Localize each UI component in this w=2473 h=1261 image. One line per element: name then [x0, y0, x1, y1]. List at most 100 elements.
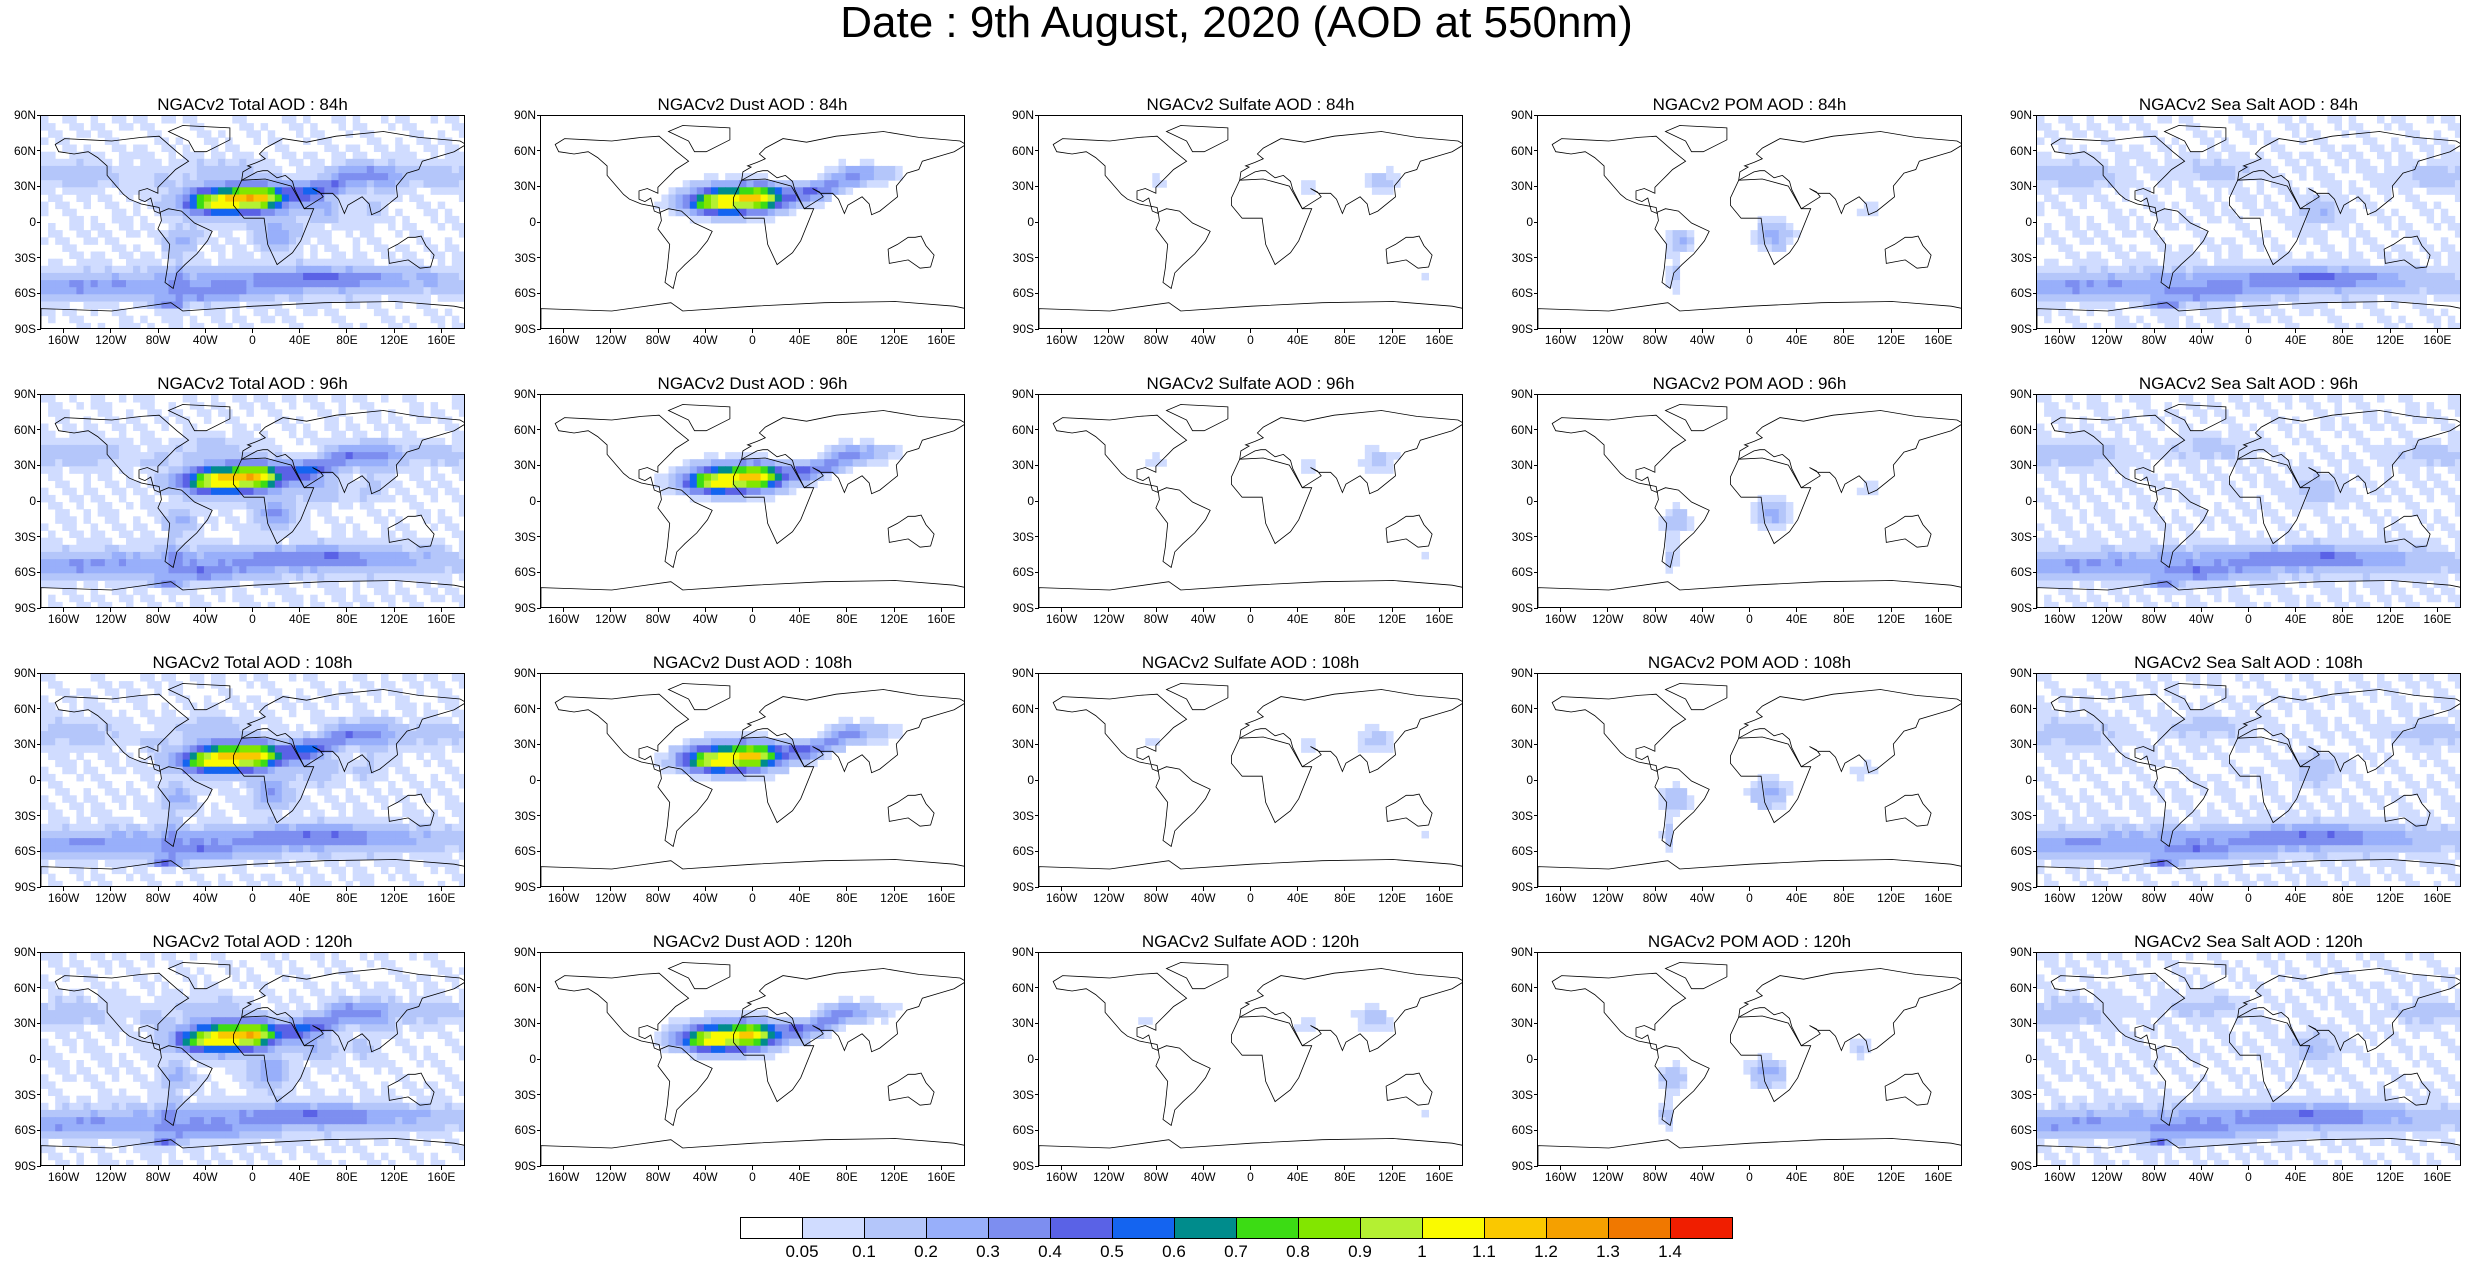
lon-tick	[1607, 887, 1609, 891]
lon-tick	[1155, 887, 1157, 891]
lat-tick-label: 60N	[1510, 980, 1533, 995]
lon-tick	[1108, 1166, 1110, 1170]
lon-tick	[846, 329, 848, 333]
lon-tick-label: 160W	[47, 612, 80, 626]
lat-tick-label: 30S	[2010, 250, 2032, 265]
lat-tick	[1035, 114, 1039, 116]
lon-tick-label: 160E	[1425, 1170, 1454, 1184]
lat-tick-label: 30N	[1510, 179, 1533, 194]
aod-field	[1152, 165, 1429, 281]
lat-tick	[1035, 150, 1039, 152]
lat-tick-label: 30S	[1012, 250, 1034, 265]
lon-tick	[204, 329, 206, 333]
lon-tick-label: 80W	[145, 891, 171, 905]
lon-tick-label: 40E	[2285, 333, 2307, 347]
lon-tick-label: 160E	[427, 891, 456, 905]
lon-tick-label: 80E	[336, 1170, 358, 1184]
lat-tick-label: 60N	[2009, 422, 2032, 437]
lon-tick-label: 160E	[2423, 1170, 2452, 1184]
lat-tick-label: 60S	[2010, 286, 2032, 301]
aod-field	[1665, 201, 1879, 295]
lon-tick	[1701, 887, 1703, 891]
lon-tick-label: 120W	[2091, 1170, 2123, 1184]
world-map	[1038, 394, 1463, 608]
lon-tick	[2342, 1166, 2344, 1170]
lat-tick-label: 60S	[14, 286, 36, 301]
lat-tick	[1035, 429, 1039, 431]
world-map	[1038, 952, 1463, 1166]
lat-tick	[537, 571, 541, 573]
lon-tick-label: 80E	[1334, 891, 1356, 905]
lat-tick	[1534, 743, 1538, 745]
lat-tick-label: 60N	[513, 701, 536, 716]
lon-tick	[2436, 608, 2438, 612]
map-panel-sulfate-120h: NGACv2 Sulfate AOD : 120h 90N 60N 30N 0 30S 60…	[1012, 932, 1463, 1186]
lat-tick-label: 90N	[1510, 387, 1533, 401]
colorbar-swatch	[1608, 1217, 1671, 1239]
colorbar-label: 0.4	[1038, 1242, 1062, 1261]
lat-tick-label: 0	[2025, 773, 2032, 787]
map-panel-total-96h: NGACv2 Total AOD : 96h 90N 60N 30N 0 30S 60S 90…	[14, 374, 465, 628]
lat-tick	[1035, 886, 1039, 888]
lat-tick-label: 60S	[1012, 565, 1034, 580]
lon-tick-label: 160E	[1924, 333, 1953, 347]
coastlines	[1039, 683, 1462, 886]
lon-tick	[252, 608, 253, 612]
lon-tick	[2059, 887, 2061, 891]
lon-tick-label: 80W	[1143, 333, 1169, 347]
lat-tick	[1534, 393, 1538, 395]
lat-tick-label: 90S	[1012, 601, 1034, 615]
lon-tick-label: 40E	[1287, 891, 1309, 905]
colorbar-swatch	[1546, 1217, 1609, 1239]
colorbar-label: 1.2	[1534, 1242, 1558, 1261]
lon-tick	[157, 329, 159, 333]
lat-tick	[2033, 393, 2037, 395]
lon-tick	[1654, 608, 1656, 612]
lat-tick-label: 60N	[13, 980, 36, 995]
lat-tick	[37, 114, 41, 116]
lon-tick-label: 40W	[192, 891, 218, 905]
lon-tick	[657, 1166, 659, 1170]
coastlines	[1039, 404, 1462, 607]
lon-tick	[1155, 608, 1157, 612]
coastlines	[2037, 125, 2460, 328]
panel-title: NGACv2 Sea Salt AOD : 108h	[2134, 653, 2363, 672]
lat-tick	[537, 987, 541, 989]
lat-tick-label: 30N	[1011, 1016, 1034, 1031]
aod-field	[1145, 723, 1429, 839]
lon-tick	[893, 608, 895, 612]
lat-tick	[2033, 1165, 2037, 1167]
lon-tick	[157, 887, 159, 891]
lat-tick	[37, 328, 41, 330]
lon-tick	[799, 329, 801, 333]
aod-field	[41, 116, 464, 328]
lat-tick-label: 30N	[2009, 1016, 2032, 1031]
lat-tick-label: 60N	[2009, 143, 2032, 158]
map-panel-pom-120h: NGACv2 POM AOD : 120h 90N 60N 30N 0 30S 60S 90S…	[1511, 932, 1962, 1186]
lat-tick	[537, 743, 541, 745]
lon-tick	[1438, 887, 1440, 891]
lon-tick	[1438, 1166, 1440, 1170]
lon-tick-label: 0	[2245, 333, 2252, 347]
lon-tick	[2248, 329, 2249, 333]
lat-tick	[2033, 185, 2037, 187]
lat-tick-label: 90N	[1510, 108, 1533, 122]
lat-tick-label: 90S	[514, 880, 536, 894]
panel-title: NGACv2 Dust AOD : 96h	[657, 374, 848, 393]
lon-tick-label: 120W	[95, 333, 127, 347]
lat-tick	[1035, 257, 1039, 259]
lon-tick-label: 40E	[289, 333, 311, 347]
lon-tick	[2059, 608, 2061, 612]
lat-tick-label: 90N	[13, 666, 36, 680]
lat-tick	[537, 185, 541, 187]
lat-tick	[2033, 1022, 2037, 1024]
lon-tick	[2295, 608, 2297, 612]
lat-tick	[37, 607, 41, 609]
colorbar-swatch	[1422, 1217, 1485, 1239]
world-map	[2036, 952, 2461, 1166]
lat-tick-label: 60S	[2010, 1123, 2032, 1138]
lon-tick	[1607, 1166, 1609, 1170]
lat-tick-label: 30S	[514, 808, 536, 823]
map-panel-dust-84h: NGACv2 Dust AOD : 84h 90N 60N 30N 0 30S 60S 90S…	[514, 95, 965, 349]
lon-tick-label: 0	[749, 612, 756, 626]
